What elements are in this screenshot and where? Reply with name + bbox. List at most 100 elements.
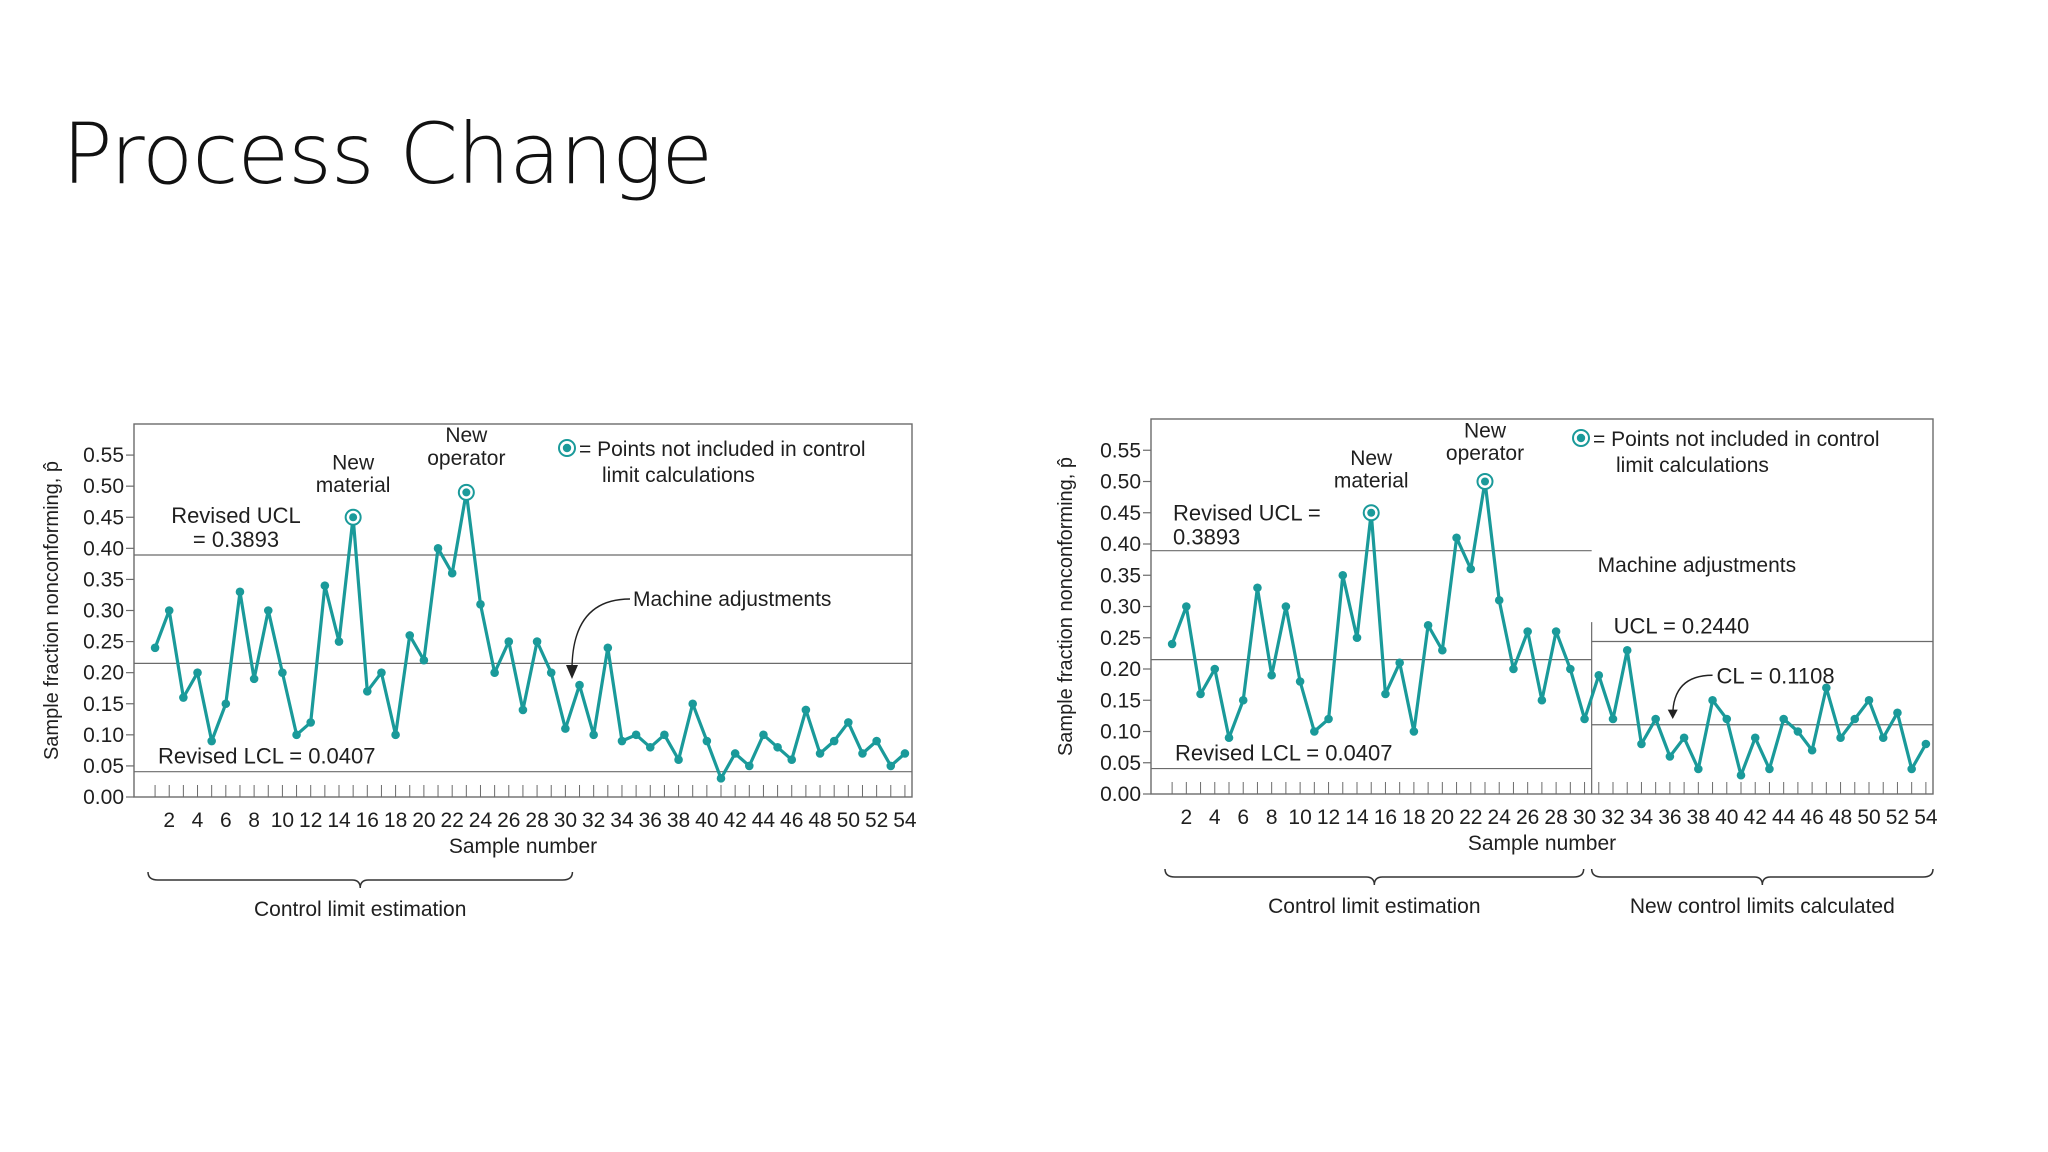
data-point — [1495, 596, 1504, 605]
data-point — [165, 606, 174, 615]
annotation-new-operator: New operator — [1446, 420, 1524, 466]
charts-canvas: 0.000.050.100.150.200.250.300.350.400.45… — [0, 0, 2048, 1152]
annotation-new-operator: New operator — [427, 424, 505, 470]
data-point — [1865, 696, 1874, 705]
data-point — [858, 749, 867, 758]
y-axis-label: Sample fraction nonconforming, p̂ — [41, 461, 63, 760]
x-tick-label: 24 — [1488, 806, 1512, 829]
data-point — [1466, 565, 1475, 574]
x-tick-label: 42 — [723, 809, 746, 832]
data-point — [306, 718, 315, 727]
x-tick-label: 26 — [1516, 806, 1539, 829]
data-point — [1566, 665, 1575, 674]
data-point — [1808, 746, 1817, 755]
x-tick-label: 22 — [441, 809, 464, 832]
data-point — [1623, 646, 1632, 655]
x-tick-label: 4 — [192, 809, 204, 832]
data-point — [1651, 715, 1660, 724]
x-tick-label: 38 — [1687, 806, 1710, 829]
annotation-new-material: New material — [1334, 447, 1409, 493]
x-tick-label: 16 — [356, 809, 379, 832]
data-point — [1509, 665, 1518, 674]
data-point — [151, 644, 160, 653]
x-tick-label: 42 — [1744, 806, 1767, 829]
data-point — [278, 668, 287, 677]
data-point — [207, 737, 216, 746]
data-point — [1182, 602, 1191, 611]
data-point — [1452, 533, 1461, 542]
x-tick-label: 2 — [1180, 806, 1192, 829]
data-point — [519, 706, 528, 715]
data-point — [1666, 752, 1675, 761]
data-point — [646, 743, 655, 752]
data-point — [335, 637, 344, 646]
y-tick-label: 0.40 — [1100, 533, 1141, 556]
data-point — [1694, 765, 1703, 774]
y-tick-label: 0.50 — [83, 475, 124, 498]
x-tick-label: 28 — [525, 809, 548, 832]
bracket-label: New control limits calculated — [1630, 895, 1895, 918]
data-point — [1779, 715, 1788, 724]
data-point — [1680, 733, 1689, 742]
data-point — [250, 675, 259, 684]
x-tick-label: 12 — [299, 809, 322, 832]
data-point — [872, 737, 881, 746]
legend-label: = Points not included in control — [579, 438, 866, 461]
x-tick-label: 30 — [1573, 806, 1596, 829]
data-point — [193, 668, 202, 677]
data-point — [1282, 602, 1291, 611]
x-tick-label: 8 — [1266, 806, 1278, 829]
data-point — [434, 544, 443, 553]
data-point — [575, 681, 584, 690]
data-point — [1338, 571, 1347, 580]
x-tick-label: 14 — [1345, 806, 1369, 829]
control-limit-label: UCL = 0.2440 — [1614, 614, 1750, 639]
data-point — [830, 737, 839, 746]
x-tick-label: 6 — [220, 809, 232, 832]
data-point — [589, 731, 598, 740]
y-tick-label: 0.00 — [83, 786, 124, 809]
x-tick-label: 36 — [1658, 806, 1681, 829]
data-point — [1253, 583, 1262, 592]
x-tick-label: 18 — [1402, 806, 1425, 829]
data-point — [901, 749, 910, 758]
data-point — [1751, 733, 1760, 742]
x-tick-label: 50 — [1857, 806, 1880, 829]
bracket — [1592, 869, 1933, 885]
x-tick-label: 52 — [865, 809, 888, 832]
legend-marker — [1577, 434, 1585, 442]
x-tick-label: 44 — [1772, 806, 1796, 829]
legend-label: limit calculations — [1616, 454, 1769, 477]
data-point — [1907, 765, 1916, 774]
x-tick-label: 40 — [1715, 806, 1738, 829]
y-tick-label: 0.20 — [83, 662, 124, 685]
data-point — [1580, 715, 1589, 724]
machine-adjust-leader — [572, 599, 630, 670]
x-tick-label: 2 — [163, 809, 175, 832]
data-point — [1922, 740, 1931, 749]
data-point — [1794, 727, 1803, 736]
x-tick-label: 48 — [808, 809, 831, 832]
data-point — [547, 668, 556, 677]
data-point — [1822, 683, 1831, 692]
x-tick-label: 34 — [610, 809, 634, 832]
y-tick-label: 0.10 — [1100, 721, 1141, 744]
x-tick-label: 16 — [1374, 806, 1397, 829]
x-tick-label: 54 — [893, 809, 917, 832]
x-tick-label: 40 — [695, 809, 718, 832]
x-axis-label: Sample number — [1468, 832, 1616, 855]
data-point — [1765, 765, 1774, 774]
data-point — [420, 656, 429, 665]
x-tick-label: 8 — [248, 809, 260, 832]
y-tick-label: 0.00 — [1100, 783, 1141, 806]
data-point — [717, 774, 726, 783]
y-tick-label: 0.10 — [83, 724, 124, 747]
control-limit-label: Revised LCL = 0.0407 — [1175, 741, 1393, 766]
x-tick-label: 46 — [780, 809, 803, 832]
y-tick-label: 0.25 — [83, 631, 124, 654]
data-point — [1538, 696, 1547, 705]
x-tick-label: 4 — [1209, 806, 1221, 829]
chart-left: 0.00 0.05 0.10 0.15 0.20 0.25 0.30 0.35 0.40 0.45… — [41, 424, 917, 921]
x-tick-label: 10 — [271, 809, 294, 832]
bracket — [148, 872, 572, 888]
